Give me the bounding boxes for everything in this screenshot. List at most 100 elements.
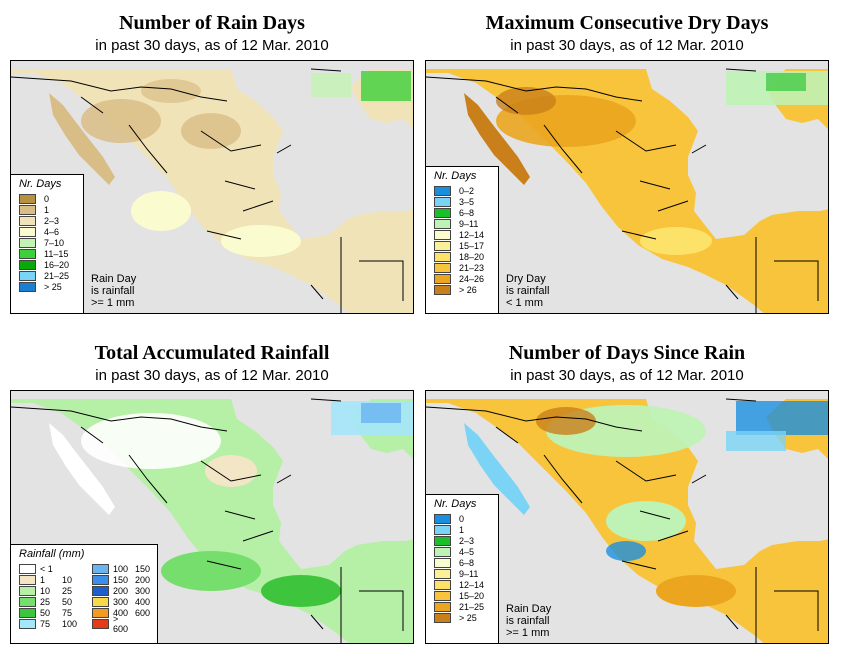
legend-item: 4–6: [11, 226, 83, 237]
legend-low: 200: [113, 585, 129, 596]
legend-item: 7–10: [11, 237, 83, 248]
legend-item: 1: [11, 204, 83, 215]
legend-low: 300: [113, 596, 129, 607]
panel-dry-days: Maximum Consecutive Dry Days in past 30 …: [425, 0, 829, 322]
legend-item: 4–5: [426, 546, 498, 557]
legend-high: 600: [135, 607, 151, 618]
legend-swatch: [19, 259, 36, 270]
legend-item: 11–15: [11, 248, 83, 259]
legend-label: 2–3: [459, 535, 475, 546]
legend-swatch: [434, 524, 451, 535]
legend-label: > 25: [44, 281, 62, 292]
legend-item: 12–14: [426, 229, 498, 240]
legend-label: 6–8: [459, 557, 475, 568]
legend-swatch: [19, 204, 36, 215]
legend-item: 2–3: [426, 535, 498, 546]
legend-label: 3–5: [459, 196, 475, 207]
legend-label: 15–17: [459, 240, 485, 251]
legend-items: 0 1 2–3 4–5 6–8 9–11 12–14 15–20 21–25 > 25: [426, 513, 498, 623]
legend-swatch: [434, 579, 451, 590]
legend-swatch: [434, 546, 451, 557]
legend-swatch: [19, 574, 36, 585]
legend-label: 0: [44, 193, 50, 204]
legend-swatch: [92, 563, 109, 574]
legend-item: 18–20: [426, 251, 498, 262]
legend-item: 150 200: [84, 574, 157, 585]
legend-low: 100: [113, 563, 129, 574]
legend-low: 75: [40, 618, 51, 629]
panel-title: Maximum Consecutive Dry Days: [485, 12, 769, 34]
legend-item: 300 400: [84, 596, 157, 607]
legend-label: 21–25: [459, 601, 485, 612]
legend-swatch: [434, 273, 451, 284]
panel-subtitle: in past 30 days, as of 12 Mar. 2010: [510, 37, 744, 54]
legend-label: 11–15: [44, 248, 69, 259]
legend-label: 18–20: [459, 251, 485, 262]
legend-item: 50 75: [11, 607, 84, 618]
map-dry-days: Nr. Days 0–2 3–5 6–8 9–11 12–14 15–17 18–20 21–…: [425, 60, 829, 314]
legend-item: 9–11: [426, 218, 498, 229]
legend-label: 1: [459, 524, 465, 535]
legend-swatch: [19, 607, 36, 618]
legend-label: 4–6: [44, 226, 60, 237]
legend-title: Rainfall (mm): [19, 548, 85, 560]
land-mass: [426, 398, 828, 643]
legend-item: 12–14: [426, 579, 498, 590]
legend: Nr. Days 0 1 2–3 4–5 6–8 9–11 12–14 15–20 21–25 >…: [426, 494, 499, 643]
legend-high: 50: [62, 596, 73, 607]
panel-rainfall: Total Accumulated Rainfall in past 30 da…: [10, 330, 414, 652]
legend-swatch: [19, 215, 36, 226]
legend-item: 0: [426, 513, 498, 524]
legend-item: 25 50: [11, 596, 84, 607]
legend-item: 24–26: [426, 273, 498, 284]
legend-swatch: [434, 612, 451, 623]
legend-swatch: [92, 596, 109, 607]
legend-low: 150: [113, 574, 129, 585]
legend-swatch: [434, 207, 451, 218]
legend-label: 9–11: [459, 218, 479, 229]
legend-low: 50: [40, 607, 51, 618]
legend-label: 16–20: [44, 259, 70, 270]
panel-rain-days: Number of Rain Days in past 30 days, as …: [10, 0, 414, 322]
legend-swatch: [434, 601, 451, 612]
legend-item: 1 10: [11, 574, 84, 585]
legend-swatch: [19, 618, 36, 629]
legend-high: 150: [135, 563, 151, 574]
legend-swatch: [434, 229, 451, 240]
land-mass: [11, 398, 413, 643]
legend-items: 0 1 2–3 4–6 7–10 11–15 16–20 21–25 > 25: [11, 193, 83, 292]
legend-item: 6–8: [426, 557, 498, 568]
legend-swatch: [434, 262, 451, 273]
panel-subtitle: in past 30 days, as of 12 Mar. 2010: [95, 37, 329, 54]
legend-swatch: [434, 590, 451, 601]
legend-swatch: [92, 618, 109, 629]
legend-item: > 26: [426, 284, 498, 295]
legend-swatch: [434, 218, 451, 229]
legend-label: > 25: [459, 612, 477, 623]
legend-low: 25: [40, 596, 51, 607]
legend-swatch: [434, 196, 451, 207]
legend-swatch: [434, 557, 451, 568]
panel-title: Total Accumulated Rainfall: [94, 342, 330, 364]
legend-label: 15–20: [459, 590, 485, 601]
legend-swatch: [19, 281, 36, 292]
dry-day-note: Dry Day is rainfall < 1 mm: [506, 273, 550, 309]
legend-swatch: [19, 270, 36, 281]
legend-swatch: [434, 251, 451, 262]
legend-low: 1: [40, 574, 46, 585]
legend-item: > 25: [426, 612, 498, 623]
legend-label: 6–8: [459, 207, 475, 218]
legend-label: 0: [459, 513, 465, 524]
legend-item: 15–20: [426, 590, 498, 601]
legend-low: 10: [40, 585, 51, 596]
legend-item: 2–3: [11, 215, 83, 226]
legend-label: 0–2: [459, 185, 475, 196]
land-mass: [11, 68, 413, 313]
legend-swatch: [434, 568, 451, 579]
legend-swatch: [434, 185, 451, 196]
legend-item: > 25: [11, 281, 83, 292]
legend-label: 2–3: [44, 215, 60, 226]
legend-col-right: 100 150 150 200 200 300 300 400 400 600 > 600: [84, 563, 157, 634]
legend-item: > 600: [84, 614, 157, 634]
legend-item: 400 600: [84, 607, 157, 618]
